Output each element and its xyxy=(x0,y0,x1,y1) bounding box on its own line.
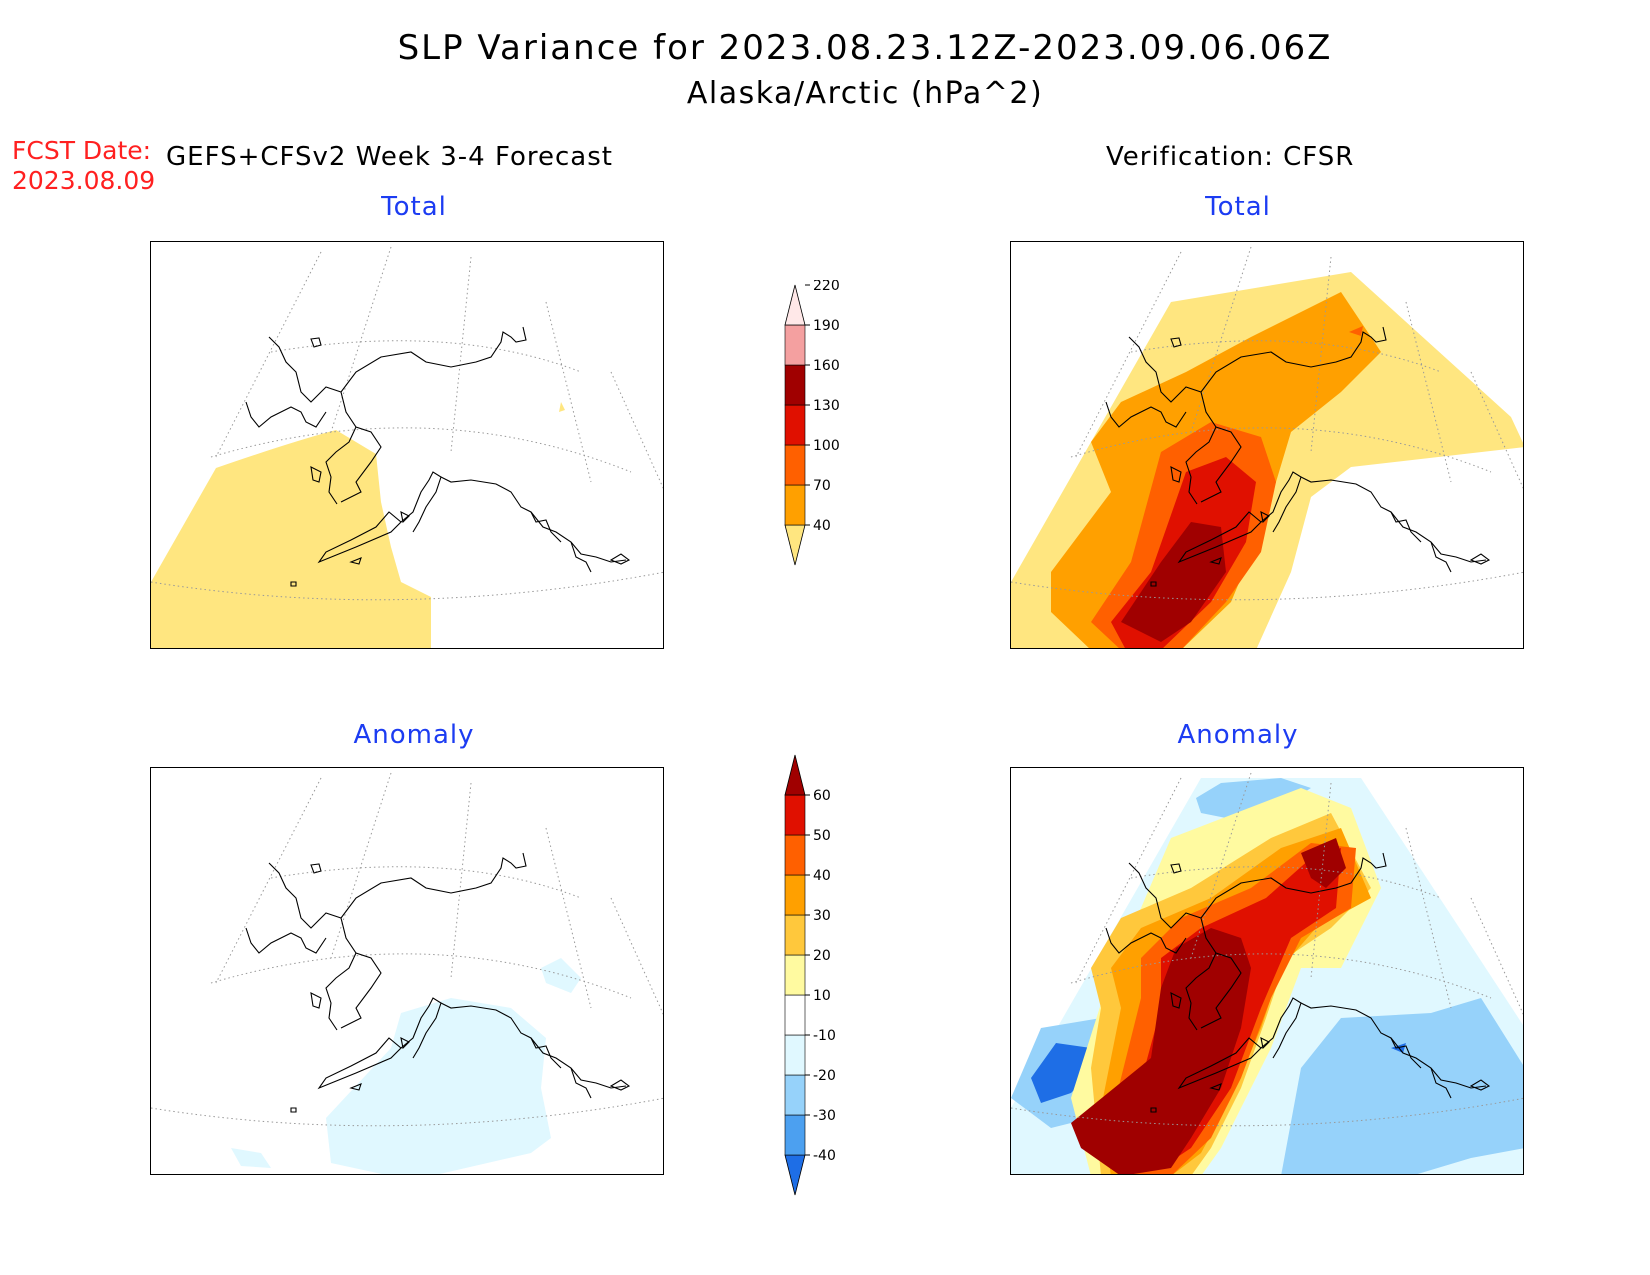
colorbar-label: 40 xyxy=(813,518,831,534)
coastline xyxy=(1105,326,1491,587)
total-colorbar: 40 70 100 130 160 190 220 xyxy=(784,280,840,566)
colorbar-segment xyxy=(784,1154,806,1196)
verification-anomaly-title: Anomaly xyxy=(1177,720,1299,750)
shading xyxy=(1011,778,1523,1174)
colorbar-label: 40 xyxy=(813,868,831,884)
colorbar-label: 10 xyxy=(813,988,831,1004)
colorbar-segment xyxy=(784,874,806,916)
colorbar-label: 160 xyxy=(813,358,840,374)
model-label: GEFS+CFSv2 Week 3-4 Forecast xyxy=(166,142,613,172)
coastline xyxy=(245,852,631,1113)
anomaly-colorbar: -40 -30 -20 -10 10 20 30 40 50 60 xyxy=(784,754,836,1196)
shading xyxy=(151,402,565,648)
map-grid xyxy=(1011,246,1523,601)
colorbar-segment xyxy=(784,954,806,996)
verification-total-map xyxy=(1010,241,1524,649)
forecast-anomaly-title: Anomaly xyxy=(353,720,475,750)
colorbar-segment xyxy=(784,794,806,836)
colorbar-segment xyxy=(784,484,806,526)
colorbar-label: -10 xyxy=(813,1028,836,1044)
forecast-total-map xyxy=(150,241,664,649)
colorbar-segment xyxy=(784,1074,806,1116)
colorbar-segment xyxy=(784,524,806,566)
verification-total-title: Total xyxy=(1205,192,1271,222)
colorbar-segment xyxy=(784,284,806,326)
colorbar-segment xyxy=(784,754,806,796)
map-grid xyxy=(1011,772,1523,1127)
colorbar-label: 60 xyxy=(813,788,831,804)
verification-label: Verification: CFSR xyxy=(1106,142,1355,172)
colorbar-label: 220 xyxy=(813,280,840,294)
colorbar-label: -40 xyxy=(813,1148,836,1164)
colorbar-segment xyxy=(784,324,806,366)
colorbar-label: 130 xyxy=(813,398,840,414)
colorbar-segment xyxy=(784,1114,806,1156)
forecast-date-block: FCST Date: 2023.08.09 xyxy=(12,136,155,196)
colorbar-label: 20 xyxy=(813,948,831,964)
forecast-date-label: FCST Date: xyxy=(12,136,152,165)
colorbar-segment xyxy=(784,994,806,1036)
colorbar-segment xyxy=(784,1034,806,1076)
colorbar-segment xyxy=(784,914,806,956)
colorbar-label: -20 xyxy=(813,1068,836,1084)
colorbar-label: 30 xyxy=(813,908,831,924)
forecast-date-value: 2023.08.09 xyxy=(12,166,156,195)
colorbars: 40 70 100 130 160 190 220 -40 -30 -20 -10 10 20 30 40… xyxy=(784,280,840,1196)
coastline xyxy=(245,326,631,587)
forecast-total-title: Total xyxy=(381,192,447,222)
colorbar-label: -30 xyxy=(813,1108,836,1124)
map-grid xyxy=(151,246,663,601)
colorbar-label: 100 xyxy=(813,438,840,454)
colorbar-segment xyxy=(784,364,806,406)
shading xyxy=(231,958,581,1174)
colorbar-segment xyxy=(784,444,806,486)
colorbar-segment xyxy=(784,404,806,446)
figure-subtitle: Alaska/Arctic (hPa^2) xyxy=(686,76,1044,111)
colorbar-segment xyxy=(784,834,806,876)
colorbar-label: 50 xyxy=(813,828,831,844)
shading xyxy=(1011,272,1523,648)
verification-anomaly-map xyxy=(1010,767,1524,1175)
colorbar-label: 190 xyxy=(813,318,840,334)
colorbar-label: 70 xyxy=(813,478,831,494)
forecast-anomaly-map xyxy=(150,767,664,1175)
map-grid xyxy=(151,772,663,1127)
coastline xyxy=(1105,852,1491,1113)
figure-title: SLP Variance for 2023.08.23.12Z-2023.09.… xyxy=(397,28,1333,68)
